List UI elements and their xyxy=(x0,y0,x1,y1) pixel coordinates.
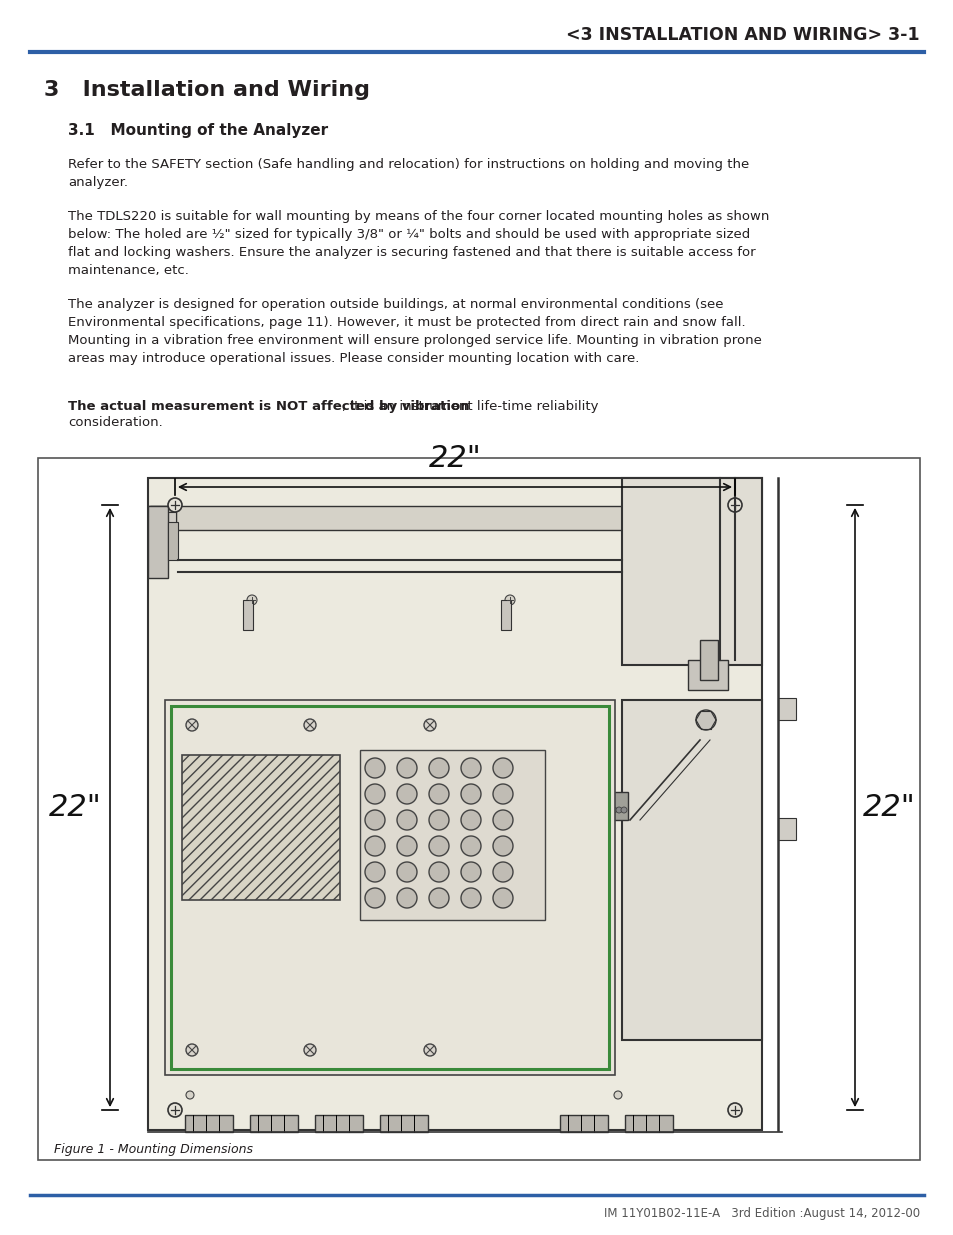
Circle shape xyxy=(396,862,416,882)
Circle shape xyxy=(365,758,385,778)
Circle shape xyxy=(504,595,515,605)
Circle shape xyxy=(168,1103,182,1116)
Bar xyxy=(359,750,544,920)
Text: 22": 22" xyxy=(428,445,481,473)
Circle shape xyxy=(186,1091,193,1099)
Text: consideration.: consideration. xyxy=(68,416,163,429)
Circle shape xyxy=(429,888,449,908)
Circle shape xyxy=(493,836,513,856)
Bar xyxy=(500,600,511,630)
Text: Figure 1 - Mounting Dimensions: Figure 1 - Mounting Dimensions xyxy=(54,1144,253,1156)
Bar xyxy=(778,818,795,840)
Text: 22": 22" xyxy=(50,793,102,823)
Circle shape xyxy=(429,758,449,778)
Bar xyxy=(687,659,727,690)
Circle shape xyxy=(429,784,449,804)
Circle shape xyxy=(460,784,480,804)
Circle shape xyxy=(186,719,198,731)
Circle shape xyxy=(493,784,513,804)
Circle shape xyxy=(460,836,480,856)
Circle shape xyxy=(696,710,716,730)
Text: 3.1   Mounting of the Analyzer: 3.1 Mounting of the Analyzer xyxy=(68,122,328,137)
Circle shape xyxy=(396,888,416,908)
Bar xyxy=(38,458,919,1160)
Text: Refer to the SAFETY section (Safe handling and relocation) for instructions on h: Refer to the SAFETY section (Safe handli… xyxy=(68,158,748,189)
Circle shape xyxy=(423,719,436,731)
Circle shape xyxy=(304,1044,315,1056)
Circle shape xyxy=(614,1091,621,1099)
Circle shape xyxy=(610,806,617,813)
Circle shape xyxy=(727,498,741,513)
Text: , it is an instrument life-time reliability: , it is an instrument life-time reliabil… xyxy=(342,400,598,412)
Text: The analyzer is designed for operation outside buildings, at normal environmenta: The analyzer is designed for operation o… xyxy=(68,298,761,366)
Circle shape xyxy=(304,719,315,731)
Bar xyxy=(182,755,339,900)
Circle shape xyxy=(727,1103,741,1116)
Circle shape xyxy=(168,498,182,513)
Bar xyxy=(314,1115,363,1132)
Circle shape xyxy=(460,862,480,882)
Circle shape xyxy=(493,810,513,830)
Circle shape xyxy=(429,862,449,882)
Circle shape xyxy=(460,810,480,830)
Circle shape xyxy=(423,1044,436,1056)
Circle shape xyxy=(493,758,513,778)
Bar xyxy=(150,513,175,530)
Bar xyxy=(621,700,761,1040)
Bar xyxy=(624,1115,672,1132)
Circle shape xyxy=(396,836,416,856)
Bar xyxy=(148,506,168,578)
Bar xyxy=(150,506,760,530)
Circle shape xyxy=(493,888,513,908)
Circle shape xyxy=(396,810,416,830)
Circle shape xyxy=(247,595,256,605)
Bar xyxy=(185,1115,233,1132)
Circle shape xyxy=(493,862,513,882)
Bar xyxy=(621,478,761,664)
Circle shape xyxy=(396,784,416,804)
Circle shape xyxy=(429,810,449,830)
Bar xyxy=(778,698,795,720)
Bar xyxy=(609,792,627,820)
Text: 22": 22" xyxy=(862,793,915,823)
Bar xyxy=(700,640,718,680)
Bar xyxy=(559,1115,607,1132)
Text: The TDLS220 is suitable for wall mounting by means of the four corner located mo: The TDLS220 is suitable for wall mountin… xyxy=(68,210,768,277)
Text: The actual measurement is NOT affected by vibration: The actual measurement is NOT affected b… xyxy=(68,400,469,412)
Circle shape xyxy=(429,836,449,856)
Circle shape xyxy=(616,806,621,813)
Circle shape xyxy=(460,758,480,778)
Text: <3 INSTALLATION AND WIRING> 3-1: <3 INSTALLATION AND WIRING> 3-1 xyxy=(566,26,919,44)
Bar xyxy=(165,700,615,1074)
Circle shape xyxy=(365,836,385,856)
Bar xyxy=(168,522,178,559)
Circle shape xyxy=(365,784,385,804)
Circle shape xyxy=(620,806,626,813)
Circle shape xyxy=(460,888,480,908)
Circle shape xyxy=(365,888,385,908)
Bar xyxy=(243,600,253,630)
Circle shape xyxy=(186,1044,198,1056)
Bar xyxy=(148,478,761,1130)
Text: 3   Installation and Wiring: 3 Installation and Wiring xyxy=(44,80,370,100)
Bar xyxy=(379,1115,428,1132)
Bar xyxy=(148,506,175,548)
Text: IM 11Y01B02-11E-A   3rd Edition :August 14, 2012-00: IM 11Y01B02-11E-A 3rd Edition :August 14… xyxy=(603,1207,919,1219)
Bar xyxy=(250,1115,297,1132)
Circle shape xyxy=(365,862,385,882)
Bar xyxy=(171,706,608,1070)
Circle shape xyxy=(396,758,416,778)
Circle shape xyxy=(365,810,385,830)
